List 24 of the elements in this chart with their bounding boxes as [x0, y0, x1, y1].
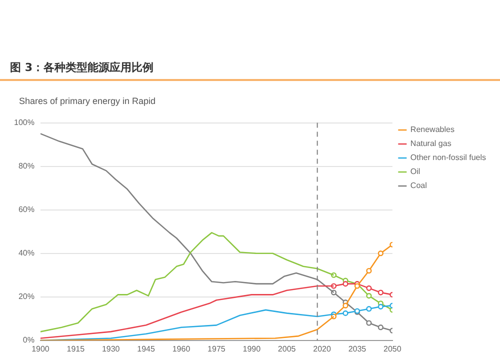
legend-label: Coal	[410, 181, 428, 190]
x-tick-label: 1930	[102, 344, 120, 354]
x-tick-label: 1960	[172, 344, 191, 354]
y-tick-label: 20%	[18, 292, 34, 302]
legend-label: Oil	[410, 167, 420, 176]
y-tick-label: 100%	[14, 118, 34, 128]
x-tick-label: 2050	[384, 344, 402, 354]
x-tick-label: 1900	[32, 344, 50, 354]
y-tick-label: 40%	[18, 248, 34, 258]
x-tick-label: 1990	[242, 344, 262, 354]
chart-subtitle: Shares of primary energy in Rapid	[19, 96, 156, 106]
x-tick-label: 1975	[208, 344, 226, 354]
y-tick-label: 0%	[22, 336, 34, 345]
x-tick-label: 1915	[66, 344, 86, 354]
x-tick-label: 2005	[278, 344, 296, 354]
x-tick-label: 2020	[313, 344, 332, 354]
legend-label: Other non-fossil fuels	[410, 153, 486, 162]
x-tick-label: 1945	[137, 344, 156, 354]
y-tick-label: 60%	[18, 205, 34, 214]
y-tick-label: 80%	[18, 162, 34, 171]
legend-label: Renewables	[410, 125, 454, 134]
x-tick-label: 2035	[348, 344, 367, 354]
chart-title: 图 3：各种类型能源应用比例	[10, 60, 154, 75]
legend-label: Natural gas	[410, 139, 452, 148]
